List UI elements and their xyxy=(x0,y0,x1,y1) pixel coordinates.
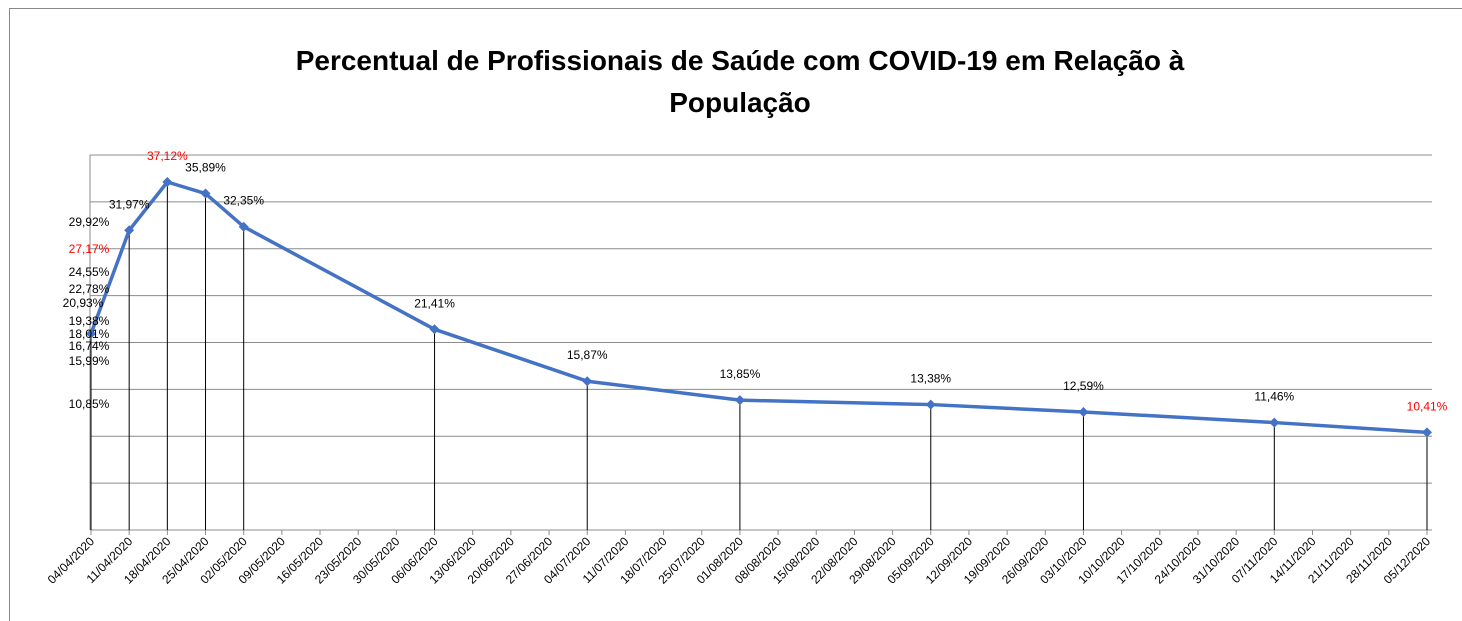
marker xyxy=(1269,417,1280,428)
annotation: 16,74% xyxy=(69,339,110,353)
marker xyxy=(162,177,173,187)
value-label: 31,97% xyxy=(109,197,150,211)
annotation: 24,55% xyxy=(69,265,110,279)
value-label: 13,85% xyxy=(720,367,761,381)
value-label: 20,93% xyxy=(63,296,104,310)
value-label: 21,41% xyxy=(414,296,455,310)
value-label: 35,89% xyxy=(185,161,226,175)
annotation: 15,99% xyxy=(69,354,110,368)
annotation: 22,78% xyxy=(69,282,110,296)
marker xyxy=(200,188,211,199)
marker xyxy=(238,221,249,232)
value-label: 13,38% xyxy=(910,372,951,386)
marker xyxy=(429,324,440,335)
marker xyxy=(925,399,936,410)
annotation: 27,17% xyxy=(69,242,110,256)
value-label: 37,12% xyxy=(147,149,188,163)
chart-title: População xyxy=(669,87,811,118)
value-label: 15,87% xyxy=(567,348,608,362)
marker xyxy=(582,376,593,387)
annotation: 10,85% xyxy=(69,397,110,411)
line xyxy=(89,180,1428,435)
marker xyxy=(124,225,135,236)
marker xyxy=(1422,427,1432,438)
annotation: 18,01% xyxy=(69,327,110,341)
marker xyxy=(86,328,96,339)
annotation: 19,38% xyxy=(69,314,110,328)
value-label: 12,59% xyxy=(1063,379,1104,393)
value-label: 11,46% xyxy=(1254,390,1294,404)
marker xyxy=(1078,406,1089,417)
marker xyxy=(734,395,745,406)
value-label: 32,35% xyxy=(223,194,264,208)
annotation: 29,92% xyxy=(69,215,110,229)
value-label: 10,41% xyxy=(1407,399,1448,413)
chart-border xyxy=(9,8,1462,621)
chart-title: Percentual de Profissionais de Saúde com… xyxy=(296,45,1185,76)
